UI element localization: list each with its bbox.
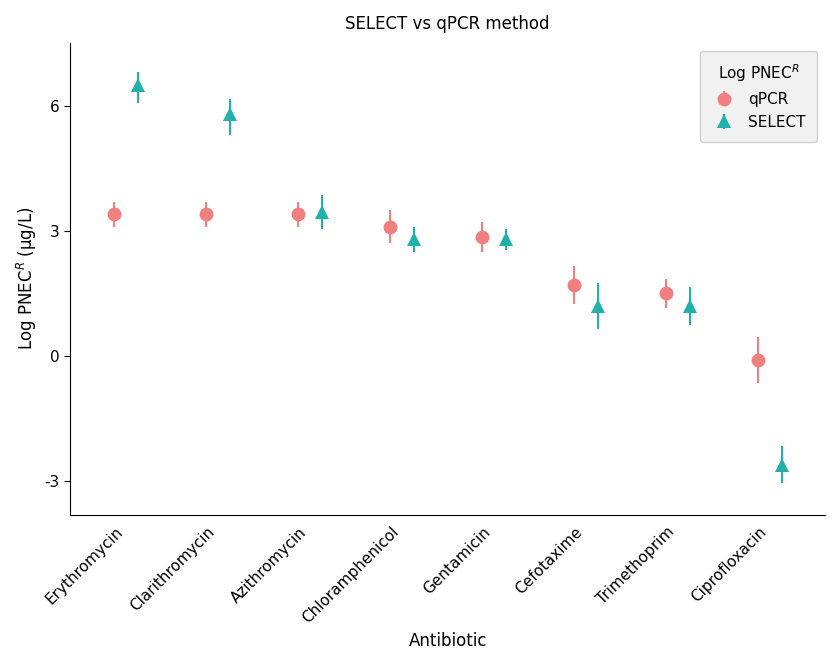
X-axis label: Antibiotic: Antibiotic <box>408 632 487 650</box>
Y-axis label: Log PNEC$^R$ (μg/L): Log PNEC$^R$ (μg/L) <box>15 207 39 350</box>
Legend: qPCR, SELECT: qPCR, SELECT <box>701 51 817 142</box>
Title: SELECT vs qPCR method: SELECT vs qPCR method <box>345 15 550 33</box>
